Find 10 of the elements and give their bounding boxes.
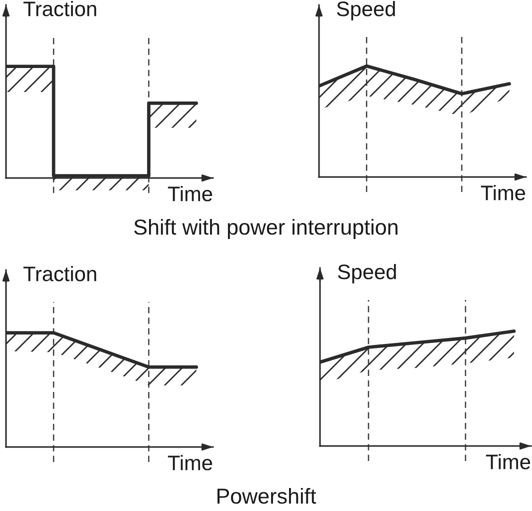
x-axis-title: Time [486,454,530,470]
x-axis-title: Time [168,186,212,202]
x-axis-title: Time [168,455,212,470]
x-axis-title: Time [480,185,526,200]
y-axis-title: Speed [336,1,395,20]
text: Powershift [218,488,316,504]
y-axis-title: Traction [23,266,96,282]
text: Shift with power interruption [134,218,398,240]
y-axis-title: Speed [338,264,396,284]
y-axis-title: Traction [23,1,96,16]
